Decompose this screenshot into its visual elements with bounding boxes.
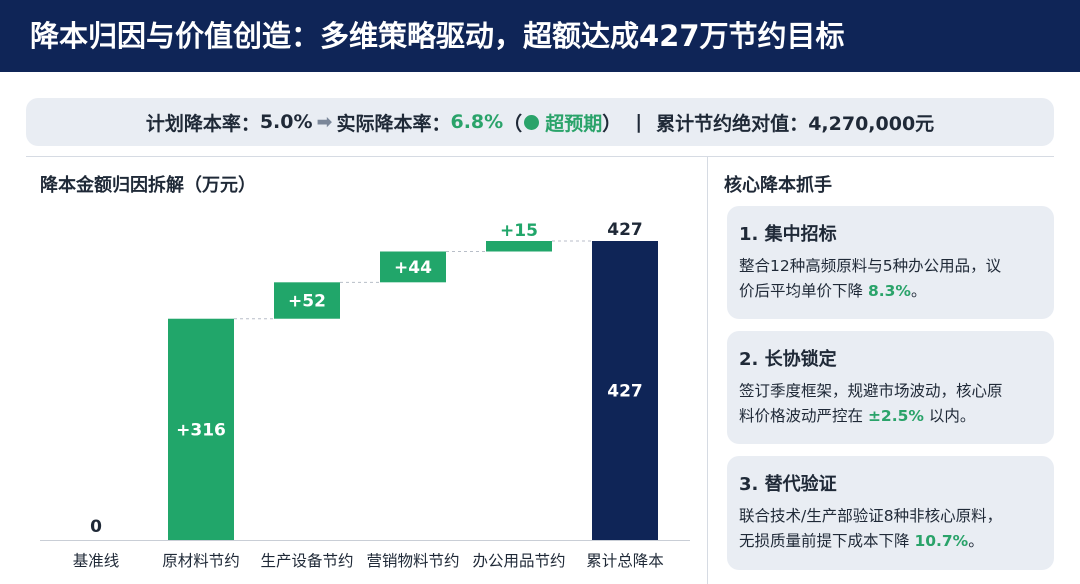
separator: |: [635, 111, 643, 133]
card-body: 联合技术/生产部验证8种非核心原料， 无损质量前提下成本下降 10.7%。: [739, 504, 1042, 554]
arrow-right-icon: ➡: [316, 111, 333, 133]
chart-title: 降本金额归因拆解（万元）: [40, 175, 256, 196]
total-saving-value: 4,270,000元: [808, 112, 935, 135]
divider-vertical: [707, 157, 708, 584]
card-highlight: 8.3%: [867, 282, 911, 300]
paren-close: ）: [602, 112, 622, 135]
actual-rate-value: 6.8%: [450, 111, 504, 133]
data-label-4: +44: [394, 258, 432, 278]
card-highlight: ±2.5%: [867, 407, 924, 425]
category-label: 生产设备节约: [260, 552, 353, 570]
total-saving-label: 累计节约绝对值：: [656, 112, 809, 135]
card-text: 。: [968, 532, 984, 550]
category-label: 营销物料节约: [366, 552, 459, 570]
card-line: 无损质量前提下成本下降 10.7%。: [739, 529, 1042, 554]
card-text: 。: [910, 282, 927, 300]
data-label-3: +52: [288, 292, 326, 312]
strategy-card-3: 3. 替代验证 联合技术/生产部验证8种非核心原料， 无损质量前提下成本下降 1…: [727, 456, 1054, 570]
bar-2: [168, 318, 234, 540]
side-panel-title: 核心降本抓手: [724, 175, 832, 196]
card-highlight: 10.7%: [914, 532, 969, 550]
data-label-total-inner: 427: [607, 382, 643, 402]
card-line: 签订季度框架，规避市场波动，核心原: [739, 382, 1003, 400]
card-line: 价后平均单价下降 8.3%。: [739, 279, 1042, 304]
card-title: 1. 集中招标: [739, 224, 837, 245]
exceed-badge: 超预期: [545, 112, 603, 135]
bar-3: [274, 282, 340, 319]
bar-5: [486, 241, 552, 252]
strategy-card-1: 1. 集中招标 整合12种高频原料与5种办公用品，议 价后平均单价下降 8.3%…: [727, 206, 1054, 319]
card-text: 无损质量前提下成本下降: [739, 532, 915, 550]
card-title: 3. 替代验证: [739, 474, 837, 495]
data-label-2: +316: [176, 420, 226, 440]
category-label: 基准线: [73, 552, 120, 570]
bar-total: [592, 241, 658, 540]
paren-open: （: [503, 112, 523, 135]
header-bar: 降本归因与价值创造：多维策略驱动，超额达成427万节约目标: [0, 0, 1080, 72]
card-body: 整合12种高频原料与5种办公用品，议 价后平均单价下降 8.3%。: [739, 254, 1042, 304]
data-label-base: 0: [90, 517, 102, 537]
card-line: 料价格波动严控在 ±2.5% 以内。: [739, 404, 1042, 429]
data-label-5: +15: [500, 221, 538, 241]
summary-banner: 计划降本率： 5.0% ➡ 实际降本率： 6.8% （ 超预期 ） | 累计节约…: [26, 98, 1054, 146]
waterfall-chart: 0 +316 +52 +44 +15 427 427 基准线 原材料节约 生产设备节约 营销物料节约…: [40, 220, 690, 570]
card-body: 签订季度框架，规避市场波动，核心原 料价格波动严控在 ±2.5% 以内。: [739, 379, 1042, 429]
plan-rate-value: 5.0%: [259, 111, 313, 133]
category-label: 原材料节约: [162, 552, 240, 570]
category-label: 办公用品节约: [472, 552, 565, 570]
card-title: 2. 长协锁定: [739, 349, 837, 370]
actual-rate-label: 实际降本率：: [336, 112, 451, 135]
plan-rate-label: 计划降本率：: [145, 112, 260, 135]
page-title: 降本归因与价值创造：多维策略驱动，超额达成427万节约目标: [30, 19, 845, 53]
data-label-total-top: 427: [607, 220, 643, 240]
card-line: 联合技术/生产部验证8种非核心原料，: [739, 507, 1003, 525]
card-text: 价后平均单价下降: [739, 282, 868, 300]
card-line: 整合12种高频原料与5种办公用品，议: [739, 257, 1002, 275]
strategy-card-2: 2. 长协锁定 签订季度框架，规避市场波动，核心原 料价格波动严控在 ±2.5%…: [727, 331, 1054, 444]
category-label: 累计总降本: [586, 552, 664, 570]
green-dot-icon: [524, 114, 540, 130]
divider-horizontal: [26, 156, 1054, 157]
card-text: 以内。: [923, 407, 976, 425]
bar-4: [380, 251, 446, 283]
card-text: 料价格波动严控在: [739, 407, 868, 425]
